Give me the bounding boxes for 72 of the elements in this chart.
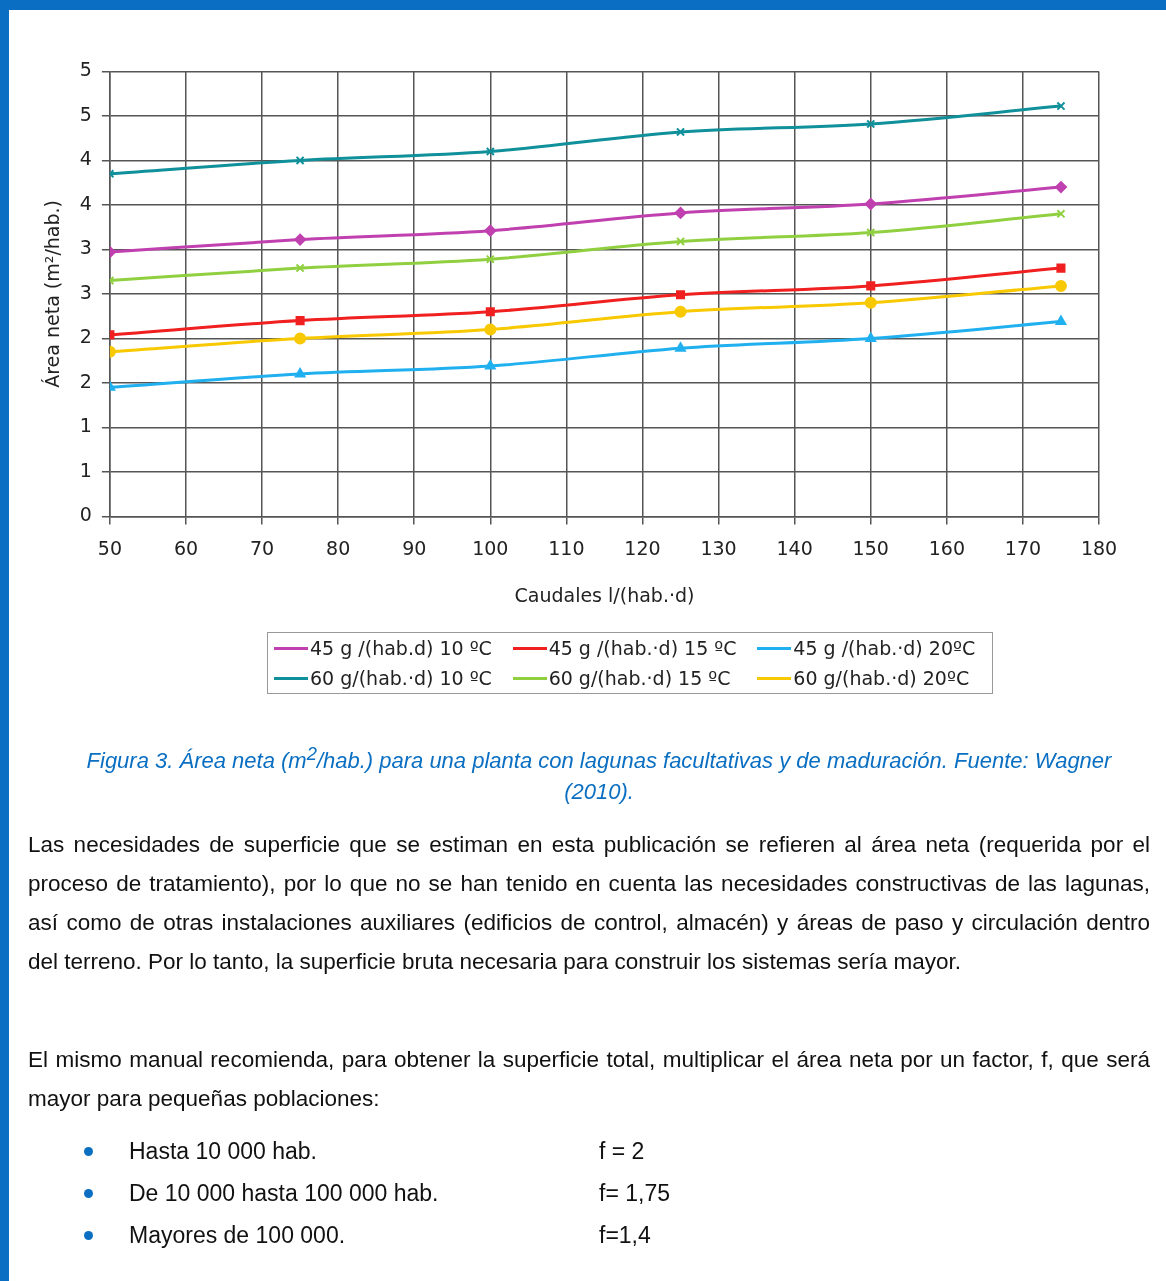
legend-label: 60 g/(hab.·d) 15 ºC <box>548 667 731 689</box>
point <box>294 233 307 246</box>
point <box>866 119 876 129</box>
point <box>485 254 495 264</box>
point <box>1054 279 1067 292</box>
legend-label: 45 g /(hab.d) 10 ºC <box>310 637 492 659</box>
text: Figura 3. Área neta (m$^{2}$/hab.) para una planta con lagunas facultativas y de maduración. Fuente: Wagner (2010). <box>85 742 1113 807</box>
y-tick-label: 5 <box>79 58 92 81</box>
point <box>865 332 877 342</box>
y-tick-label: 0 <box>79 503 92 526</box>
point <box>675 342 686 352</box>
legend-label: 60 g/(hab.·d) 20ºC <box>793 667 970 689</box>
text: f = 2 <box>599 1138 645 1164</box>
point <box>294 332 307 345</box>
x-tick-label: 50 <box>97 536 122 559</box>
point <box>295 263 305 273</box>
point <box>1055 315 1067 325</box>
y-tick-label: 5 <box>79 102 92 125</box>
point <box>1056 209 1066 219</box>
text: El mismo manual recomienda, para obtener la superficie total, multiplicar el área neta por un factor, f, que será mayor para pequeñas poblaciones: <box>28 1046 1150 1113</box>
text: f= 1,75 <box>599 1180 670 1206</box>
point <box>675 290 686 300</box>
point <box>295 155 305 165</box>
point <box>675 236 686 246</box>
x-tick-label: 180 <box>1080 536 1118 559</box>
point <box>866 227 876 238</box>
point <box>674 206 687 219</box>
x-tick-label: 130 <box>700 536 737 559</box>
legend-label: 45 g /(hab.·d) 15 ºC <box>548 637 737 659</box>
y-tick-label: 4 <box>79 147 92 170</box>
point <box>864 198 877 211</box>
point <box>484 359 496 370</box>
point <box>1056 101 1066 111</box>
text: Las necesidades de superficie que se estiman en esta publicación se refieren al área neta (requerida por el proceso de tratamiento), por lo que no se han tenido en cuenta las necesidades constructivas de las lagunas, así como de otras instalaciones auxiliares (edificios de control, almacén) y áreas de paso y circulación dentro del terreno. Por lo tanto, la superficie bruta necesaria para construir los sistemas sería mayor. <box>28 831 1150 976</box>
text: Mayores de 100 000. <box>129 1221 347 1250</box>
x-tick-label: 150 <box>852 536 889 559</box>
legend-label: 45 g /(hab.·d) 20ºC <box>793 637 976 659</box>
point <box>295 316 305 326</box>
x-tick-label: 160 <box>928 536 965 559</box>
y-tick-label: 1 <box>79 458 92 481</box>
y-axis-title: Área neta (m²/hab.) <box>41 200 64 388</box>
legend-label: 60 g/(hab.·d) 10 ºC <box>310 667 492 689</box>
point <box>1054 181 1067 194</box>
point <box>866 281 876 291</box>
point <box>484 224 497 237</box>
x-tick-label: 140 <box>776 536 813 559</box>
x-axis-title: Caudales l/(hab.·d) <box>514 583 695 606</box>
text: f=1,4 <box>599 1222 651 1248</box>
y-tick-label: 3 <box>79 280 92 303</box>
point <box>1056 263 1066 273</box>
point <box>294 368 306 378</box>
x-tick-label: 120 <box>624 536 661 559</box>
x-tick-label: 90 <box>402 536 427 559</box>
point <box>485 307 495 317</box>
y-tick-label: 3 <box>79 236 92 259</box>
text: Hasta 10 000 hab. <box>129 1137 318 1166</box>
x-tick-label: 60 <box>173 536 199 559</box>
x-tick-label: 110 <box>548 536 585 559</box>
point <box>674 305 687 318</box>
point <box>484 323 497 336</box>
x-tick-label: 170 <box>1004 536 1042 559</box>
y-tick-label: 2 <box>79 325 92 348</box>
text: De 10 000 hasta 100 000 hab. <box>129 1179 440 1208</box>
x-tick-label: 80 <box>326 536 351 559</box>
x-tick-label: 70 <box>249 536 275 559</box>
x-tick-label: 100 <box>472 536 509 559</box>
point <box>675 127 686 137</box>
y-tick-label: 4 <box>79 191 92 214</box>
y-tick-label: 1 <box>79 414 92 437</box>
point <box>864 296 877 309</box>
y-tick-label: 2 <box>79 369 92 392</box>
point <box>485 146 495 157</box>
